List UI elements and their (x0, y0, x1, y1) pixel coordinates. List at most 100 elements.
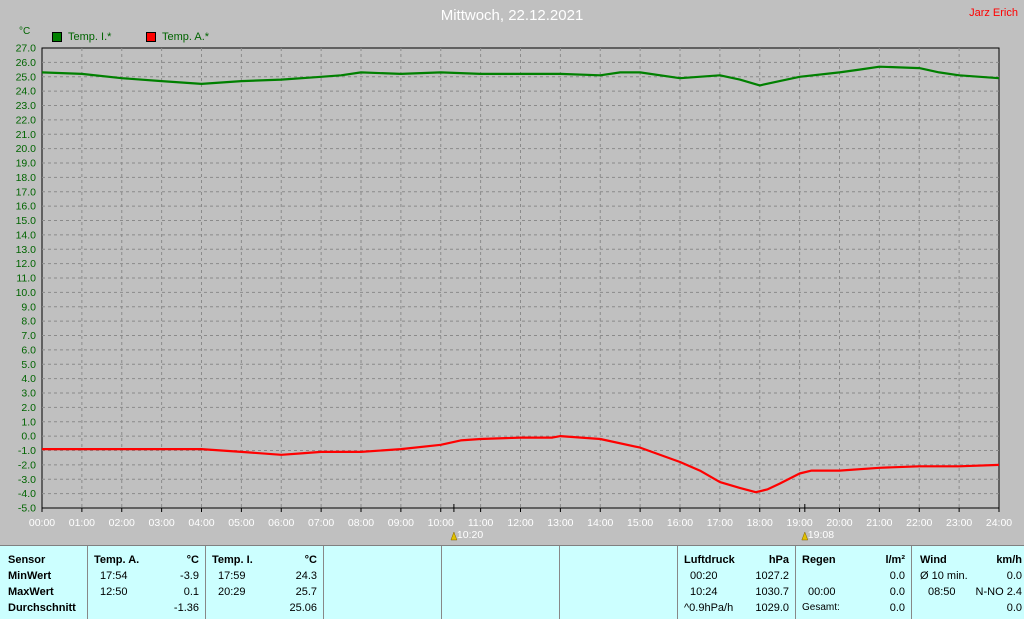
temp-a-min-time: 17:54 (100, 570, 128, 582)
y-tick-label: 21.0 (16, 129, 37, 141)
temp-a-header: Temp. A. (94, 554, 140, 566)
x-tick-label: 16:00 (667, 517, 693, 529)
row-label-max: MaxWert (8, 586, 54, 598)
x-tick-label: 02:00 (109, 517, 135, 529)
wind-direction: N-NO 2.4 (975, 586, 1022, 598)
legend-item-inner: Temp. I.* (52, 31, 111, 43)
wind-unit: km/h (996, 554, 1022, 566)
rain-column: Regen l/m² 0.0 00:00 0.0 Gesamt: 0.0 (796, 546, 912, 619)
y-tick-label: -5.0 (18, 503, 36, 515)
sunset-icon (801, 531, 809, 541)
temp-i-min-time: 17:59 (218, 570, 246, 582)
author-label: Jarz Erich (969, 7, 1018, 19)
unit-label: °C (19, 26, 31, 37)
temp-i-max-time: 20:29 (218, 586, 246, 598)
series-line-temp-inner (41, 65, 1000, 87)
chart-title: Mittwoch, 22.12.2021 (440, 7, 584, 24)
y-tick-label: 2.0 (21, 402, 36, 414)
x-tick-label: 17:00 (707, 517, 733, 529)
rain-value-2: 0.0 (889, 586, 905, 598)
legend-swatch-inner (52, 32, 62, 42)
pressure-max-time: 10:24 (690, 586, 718, 598)
row-label-avg: Durchschnitt (8, 602, 76, 614)
row-label-min: MinWert (8, 570, 52, 582)
sunset-label: 19:08 (808, 529, 834, 541)
x-tick-label: 19:00 (786, 517, 812, 529)
rain-time: 00:00 (808, 586, 836, 598)
y-tick-label: 15.0 (16, 215, 37, 227)
wind-avg: 0.0 (1006, 570, 1022, 582)
series-line-temp-outer (42, 435, 1000, 494)
temp-i-header: Temp. I. (212, 554, 253, 566)
y-tick-label: 26.0 (16, 57, 37, 69)
x-tick-label: 24:00 (986, 517, 1012, 529)
y-tick-label: -3.0 (18, 474, 36, 486)
x-tick-label: 15:00 (627, 517, 653, 529)
pressure-unit: hPa (768, 554, 789, 566)
empty-column-2 (442, 546, 560, 619)
temp-i-min: 24.3 (295, 570, 317, 582)
y-tick-label: 8.0 (21, 316, 36, 328)
x-tick-label: 06:00 (268, 517, 294, 529)
y-tick-label: 18.0 (16, 172, 37, 184)
x-tick-label: 18:00 (747, 517, 773, 529)
y-tick-label: 22.0 (16, 114, 37, 126)
y-tick-label: -4.0 (18, 488, 36, 500)
rain-unit: l/m² (885, 554, 905, 566)
temp-a-max-time: 12:50 (100, 586, 128, 598)
rain-total: 0.0 (889, 602, 905, 614)
x-tick-label: 13:00 (547, 517, 573, 529)
x-tick-label: 04:00 (188, 517, 214, 529)
x-tick-label: 21:00 (866, 517, 892, 529)
y-tick-label: 12.0 (16, 258, 37, 270)
y-tick-label: 17.0 (16, 186, 37, 198)
temperature-chart: 27.0 26.0 25.0 24.0 23.0 22.0 21.0 20.0 19.0 18.0… (16, 43, 1013, 542)
y-tick-label: 11.0 (16, 273, 36, 285)
wind-time: 08:50 (928, 586, 956, 598)
y-tick-label: 6.0 (21, 344, 36, 356)
wind-value-3: 0.0 (1006, 602, 1022, 614)
x-tick-label: 20:00 (826, 517, 852, 529)
wind-column: Wind km/h Ø 10 min. 0.0 08:50 N-NO 2.4 0… (912, 546, 1024, 619)
temp-a-min: -3.9 (180, 570, 199, 582)
temp-a-unit: °C (186, 554, 199, 566)
y-tick-label: 13.0 (16, 244, 37, 256)
sensor-header: Sensor (8, 554, 46, 566)
pressure-column: Luftdruck hPa 00:20 1027.2 10:24 1030.7 … (678, 546, 796, 619)
legend-swatch-outer (146, 32, 156, 42)
y-tick-label: 27.0 (16, 43, 37, 55)
y-tick-label: 20.0 (16, 143, 37, 155)
pressure-current: 1029.0 (755, 602, 789, 614)
x-tick-label: 12:00 (507, 517, 533, 529)
temp-i-column: Temp. I. °C 17:59 24.3 20:29 25.7 25.06 (206, 546, 324, 619)
y-tick-label: 24.0 (16, 86, 37, 98)
wind-header: Wind (920, 554, 947, 566)
y-tick-label: 25.0 (16, 71, 37, 83)
sensor-column: Sensor MinWert MaxWert Durchschnitt (0, 546, 88, 619)
sunrise-icon (450, 531, 458, 541)
empty-column-1 (324, 546, 442, 619)
y-tick-label: 10.0 (16, 287, 37, 299)
y-tick-label: -1.0 (18, 445, 36, 457)
temp-a-max: 0.1 (183, 586, 199, 598)
legend-label-outer: Temp. A.* (162, 31, 210, 43)
x-tick-label: 07:00 (308, 517, 334, 529)
x-tick-label: 03:00 (148, 517, 174, 529)
y-tick-label: 16.0 (16, 201, 37, 213)
y-tick-label: 23.0 (16, 100, 37, 112)
pressure-min: 1027.2 (755, 570, 789, 582)
y-tick-label: 1.0 (21, 416, 36, 428)
y-tick-label: 9.0 (21, 301, 36, 313)
wind-avg-label: Ø 10 min. (920, 570, 968, 582)
rain-total-label: Gesamt: (802, 602, 840, 613)
x-tick-label: 08:00 (348, 517, 374, 529)
x-tick-label: 00:00 (29, 517, 55, 529)
temp-i-unit: °C (304, 554, 317, 566)
y-tick-label: 19.0 (16, 158, 37, 170)
x-tick-label: 14:00 (587, 517, 613, 529)
pressure-trend: ^0.9hPa/h (684, 602, 734, 614)
temp-i-avg: 25.06 (289, 602, 317, 614)
pressure-header: Luftdruck (684, 554, 735, 566)
y-tick-label: 14.0 (16, 229, 37, 241)
temp-a-avg: -1.36 (173, 602, 199, 614)
